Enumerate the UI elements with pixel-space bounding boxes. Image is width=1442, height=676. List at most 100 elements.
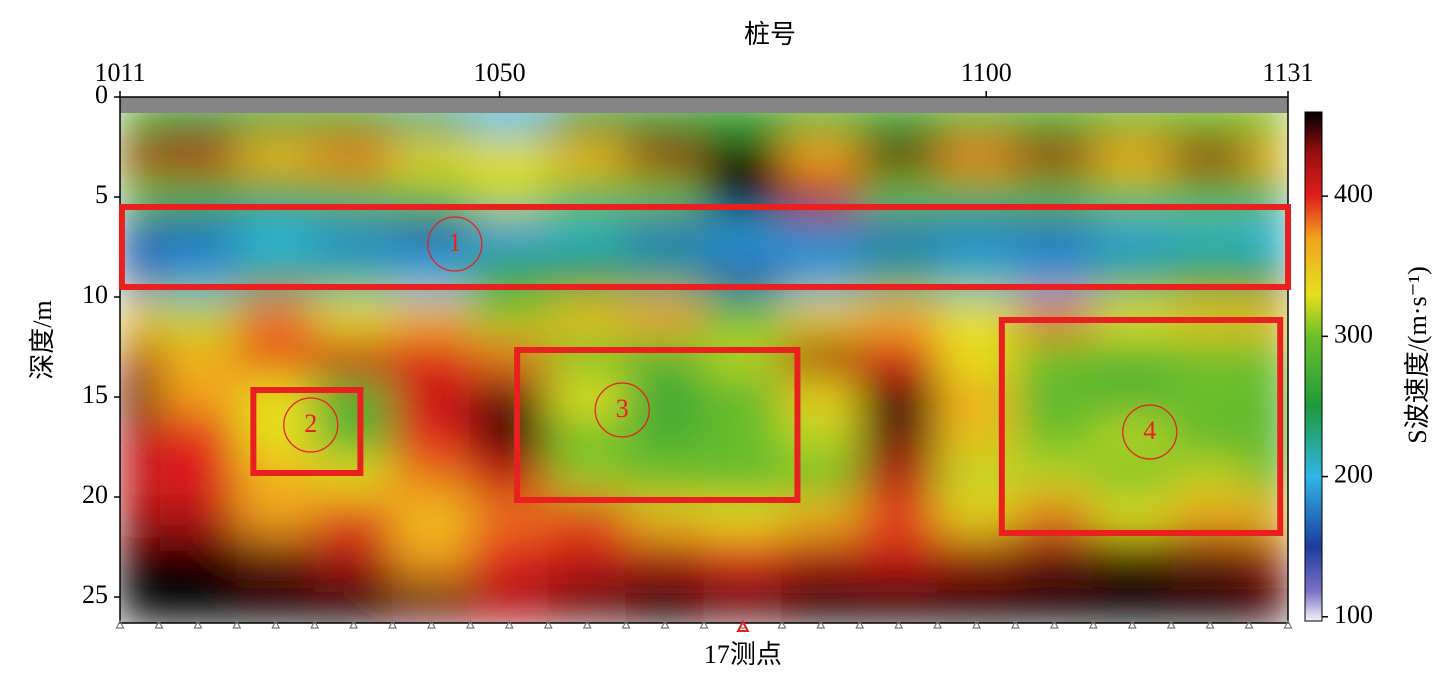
cell [1248, 536, 1288, 578]
cell [547, 576, 627, 623]
station [388, 619, 398, 629]
cell [781, 496, 861, 538]
cell [859, 256, 939, 298]
cell [120, 136, 160, 178]
cell [781, 176, 861, 218]
station [193, 619, 203, 629]
cell [781, 576, 861, 623]
y-tick-label: 5 [95, 180, 108, 209]
colorbar-tick-label: 100 [1334, 600, 1373, 629]
cell [120, 456, 160, 498]
station [310, 619, 320, 629]
cell [859, 216, 939, 258]
y-tick-label: 0 [95, 80, 108, 109]
cell [158, 536, 238, 578]
marker-label: 17测点 [704, 640, 782, 669]
cell [1170, 256, 1250, 298]
cell [625, 256, 705, 298]
cell [781, 136, 861, 178]
station [1088, 619, 1098, 629]
cell [1092, 136, 1172, 178]
cell [859, 136, 939, 178]
cell [625, 456, 705, 498]
cell [1014, 576, 1094, 623]
cell [703, 216, 783, 258]
station [1283, 619, 1293, 629]
y-tick-label: 10 [82, 280, 108, 309]
cell [625, 496, 705, 538]
cell [703, 376, 783, 418]
cell [1248, 576, 1288, 623]
plot-frame [119, 96, 1289, 624]
station [1244, 619, 1254, 629]
cell [781, 336, 861, 378]
annotation-label: 1 [448, 228, 461, 257]
cell [158, 496, 238, 538]
cell [236, 496, 316, 538]
cell [859, 496, 939, 538]
cell [1092, 256, 1172, 298]
annotation-box [250, 387, 364, 476]
station [582, 619, 592, 629]
cell [625, 216, 705, 258]
cell [1014, 456, 1094, 498]
y-tick-label: 15 [82, 380, 108, 409]
cell [469, 216, 549, 258]
cell [703, 296, 783, 338]
cell [1014, 416, 1094, 458]
cell [937, 256, 1016, 298]
cell [1092, 576, 1172, 623]
cell [937, 176, 1016, 218]
cell [469, 176, 549, 218]
station [1166, 619, 1176, 629]
no-data-band [120, 97, 1288, 113]
cell [859, 176, 939, 218]
station [154, 619, 164, 629]
cell [314, 256, 394, 298]
cell [236, 256, 316, 298]
cell [120, 256, 160, 298]
cell [314, 456, 394, 498]
station [543, 619, 553, 629]
station [777, 619, 787, 629]
station [271, 619, 281, 629]
cell [625, 176, 705, 218]
cell [236, 176, 316, 218]
station [816, 619, 826, 629]
cell [625, 416, 705, 458]
cell [1092, 456, 1172, 498]
x-tick-label: 1131 [1262, 58, 1313, 87]
cell [1248, 256, 1288, 298]
cell [120, 176, 160, 218]
station [894, 619, 904, 629]
colorbar [1304, 111, 1323, 622]
cell [703, 256, 783, 298]
annotation-box [998, 317, 1284, 536]
cell [392, 496, 471, 538]
station [660, 619, 670, 629]
station [1127, 619, 1137, 629]
cell [937, 576, 1016, 623]
station [699, 619, 709, 629]
cell [1248, 216, 1288, 258]
cell [859, 336, 939, 378]
station [972, 619, 982, 629]
cell [236, 216, 316, 258]
station [504, 619, 514, 629]
cell [703, 176, 783, 218]
cell [625, 376, 705, 418]
cell [547, 456, 627, 498]
cell [1170, 136, 1250, 178]
cell [703, 496, 783, 538]
cell [625, 136, 705, 178]
cell [120, 416, 160, 458]
cell [703, 136, 783, 178]
cell [625, 296, 705, 338]
cell [859, 536, 939, 578]
cell [158, 256, 238, 298]
cell [236, 536, 316, 578]
cell [158, 216, 238, 258]
cell [236, 136, 316, 178]
cell [1170, 376, 1250, 418]
cell [1014, 376, 1094, 418]
